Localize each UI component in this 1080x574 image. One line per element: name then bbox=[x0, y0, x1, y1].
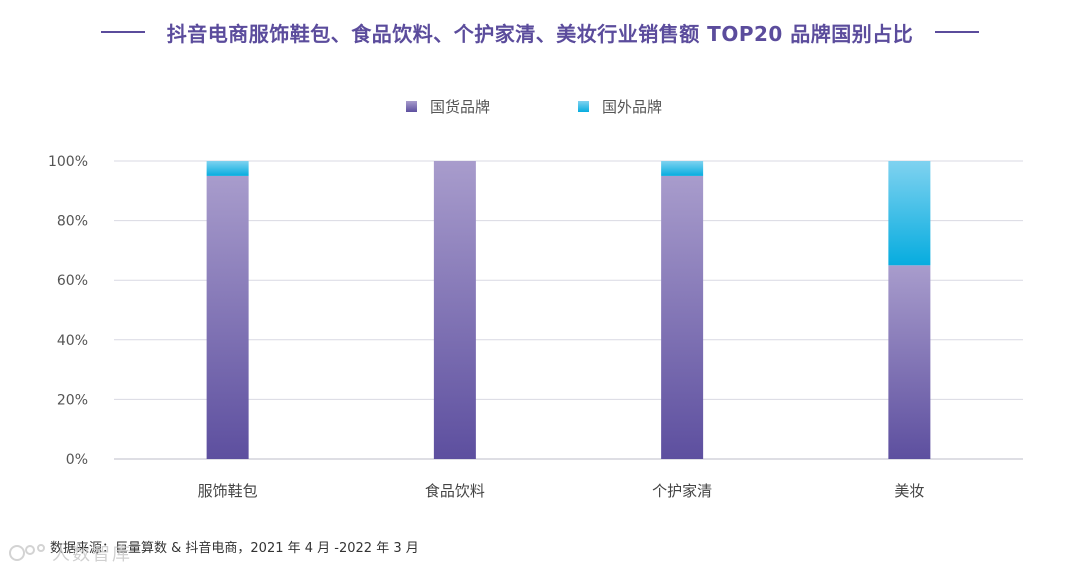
bar-domestic bbox=[206, 175, 249, 459]
title-left-line bbox=[100, 31, 145, 33]
watermark-text: 人数智库 bbox=[52, 544, 132, 565]
x-tick-label: 个护家清 bbox=[652, 482, 712, 500]
x-tick-label: 食品饮料 bbox=[425, 482, 485, 500]
bar-domestic bbox=[661, 175, 704, 459]
legend-label-domestic: 国货品牌 bbox=[430, 98, 490, 116]
legend-swatch-domestic bbox=[406, 101, 417, 112]
title-row: 抖音电商服饰鞋包、食品饮料、个护家清、美妆行业销售额 TOP20 品牌国别占比 bbox=[0, 14, 1080, 50]
y-tick-label: 40% bbox=[57, 333, 88, 349]
bar-domestic bbox=[433, 161, 476, 459]
legend-swatch-foreign bbox=[578, 101, 589, 112]
bar-foreign bbox=[888, 161, 931, 266]
watermark-logo-icon bbox=[9, 544, 45, 561]
x-tick-label: 美妆 bbox=[894, 482, 924, 500]
chart-title: 抖音电商服饰鞋包、食品饮料、个护家清、美妆行业销售额 TOP20 品牌国别占比 bbox=[166, 21, 914, 46]
bar-domestic bbox=[888, 265, 931, 459]
x-tick-label: 服饰鞋包 bbox=[198, 482, 258, 500]
bar-foreign bbox=[661, 161, 704, 176]
bar-foreign bbox=[206, 161, 249, 176]
y-tick-label: 60% bbox=[57, 273, 88, 289]
title-right-line bbox=[935, 31, 980, 33]
y-tick-label: 80% bbox=[57, 214, 88, 230]
y-tick-label: 20% bbox=[57, 392, 88, 408]
y-tick-label: 0% bbox=[66, 452, 88, 468]
y-tick-label: 100% bbox=[48, 154, 88, 170]
legend-label-foreign: 国外品牌 bbox=[602, 98, 662, 116]
data-source: 数据来源：巨量算数 & 抖音电商，2021 年 4 月 -2022 年 3 月 bbox=[50, 541, 419, 556]
